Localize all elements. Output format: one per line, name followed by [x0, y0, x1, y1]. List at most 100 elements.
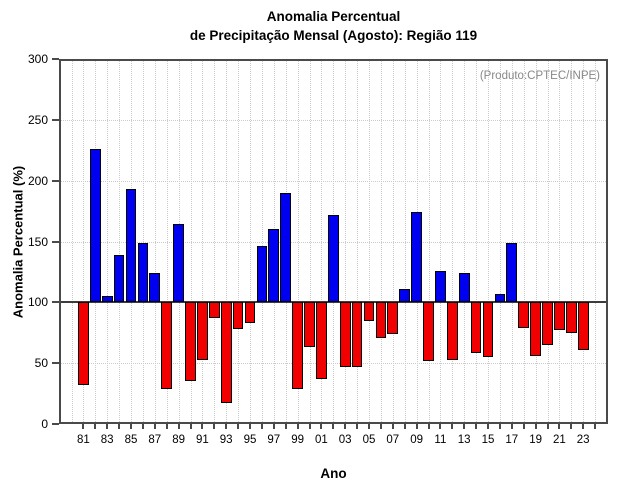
x-tick-label: 21 — [552, 434, 566, 446]
bar-2016 — [494, 293, 506, 303]
x-tick-label: 07 — [386, 434, 400, 446]
x-tick-label: 05 — [362, 434, 376, 446]
x-tick — [594, 424, 597, 429]
bar-1989 — [173, 224, 184, 303]
bar-2019 — [530, 302, 541, 356]
x-tick-label: 93 — [219, 434, 233, 446]
bar-2018 — [518, 302, 530, 328]
x-tick — [284, 424, 287, 429]
bar-1995 — [244, 302, 256, 323]
bar-1987 — [149, 273, 161, 303]
x-tick — [213, 424, 216, 429]
x-tick-label: 97 — [267, 434, 281, 446]
bar-2023 — [577, 302, 589, 350]
x-tick — [463, 424, 466, 429]
bar-2015 — [482, 302, 494, 358]
x-tick — [296, 424, 299, 429]
x-tick — [379, 424, 382, 429]
bar-1997 — [268, 229, 280, 303]
bar-2000 — [304, 302, 315, 348]
y-tick-label: 200 — [27, 173, 48, 188]
product-annotation: (Produto:CPTEC/INPE) — [479, 70, 600, 82]
y-tick — [52, 362, 59, 365]
horizontal-gridline — [61, 363, 606, 365]
bar-2017 — [506, 242, 518, 303]
x-tick — [332, 424, 335, 429]
bar-1990 — [185, 302, 196, 382]
chart-title-line2: de Precipitação Mensal (Agosto): Região … — [189, 28, 478, 43]
bar-2020 — [542, 302, 553, 345]
bar-2022 — [565, 302, 577, 333]
bar-1998 — [280, 192, 292, 303]
x-tick-label: 01 — [314, 434, 328, 446]
x-tick — [237, 424, 240, 429]
y-tick — [52, 240, 59, 243]
y-tick — [52, 179, 59, 182]
y-tick-label: 0 — [41, 417, 48, 431]
x-tick — [534, 424, 537, 429]
bar-1999 — [292, 302, 303, 389]
y-tick — [52, 301, 59, 304]
x-tick — [118, 424, 121, 429]
y-tick-label: 250 — [27, 112, 48, 127]
bar-2011 — [435, 270, 446, 303]
bar-1992 — [208, 302, 220, 319]
x-tick — [498, 424, 501, 429]
chart-title-line1: Anomalia Percentual — [266, 9, 401, 24]
x-tick-label: 99 — [291, 434, 304, 446]
x-tick-label: 87 — [148, 434, 162, 446]
x-tick — [153, 424, 156, 429]
x-tick — [260, 424, 263, 429]
x-tick-label: 03 — [338, 434, 352, 446]
x-tick — [475, 424, 478, 429]
x-tick — [403, 424, 406, 429]
bar-1983 — [101, 296, 113, 303]
bar-1993 — [220, 302, 232, 404]
x-tick — [201, 424, 204, 429]
x-tick — [356, 424, 359, 429]
y-tick — [52, 423, 59, 425]
bar-2002 — [327, 214, 339, 303]
bar-2013 — [458, 273, 470, 303]
y-tick-label: 150 — [27, 234, 48, 249]
bar-2021 — [554, 302, 565, 331]
bar-1994 — [232, 302, 244, 330]
y-tick-label: 50 — [34, 356, 48, 371]
bar-1981 — [78, 302, 89, 386]
x-tick — [487, 424, 489, 429]
bar-2008 — [399, 288, 411, 303]
x-tick — [582, 424, 585, 429]
x-tick — [82, 424, 85, 429]
y-tick — [52, 58, 59, 60]
x-tick-label: 91 — [195, 434, 209, 446]
x-tick — [344, 424, 347, 429]
x-axis-label: Ano — [320, 466, 347, 481]
bar-1986 — [137, 242, 149, 303]
bar-1996 — [256, 246, 268, 303]
x-tick-label: 19 — [529, 434, 542, 446]
bar-2012 — [446, 302, 458, 360]
bar-2009 — [411, 212, 422, 303]
x-tick — [427, 424, 430, 429]
x-tick — [522, 424, 525, 429]
bar-2014 — [470, 302, 482, 354]
bar-1984 — [113, 254, 125, 303]
x-tick — [94, 424, 97, 429]
bar-2007 — [387, 302, 399, 334]
x-tick-label: 11 — [434, 434, 447, 446]
x-tick — [510, 424, 513, 429]
x-tick — [368, 424, 370, 429]
x-tick-label: 81 — [76, 434, 90, 446]
bar-1982 — [89, 149, 101, 303]
x-tick — [177, 424, 180, 429]
bar-2006 — [375, 302, 387, 338]
x-tick — [225, 424, 228, 429]
y-tick — [52, 118, 59, 121]
bar-1988 — [161, 302, 173, 389]
x-tick — [141, 424, 144, 429]
bar-2004 — [351, 302, 363, 367]
bar-1991 — [197, 302, 208, 360]
x-tick — [130, 424, 132, 429]
x-tick — [391, 424, 394, 429]
